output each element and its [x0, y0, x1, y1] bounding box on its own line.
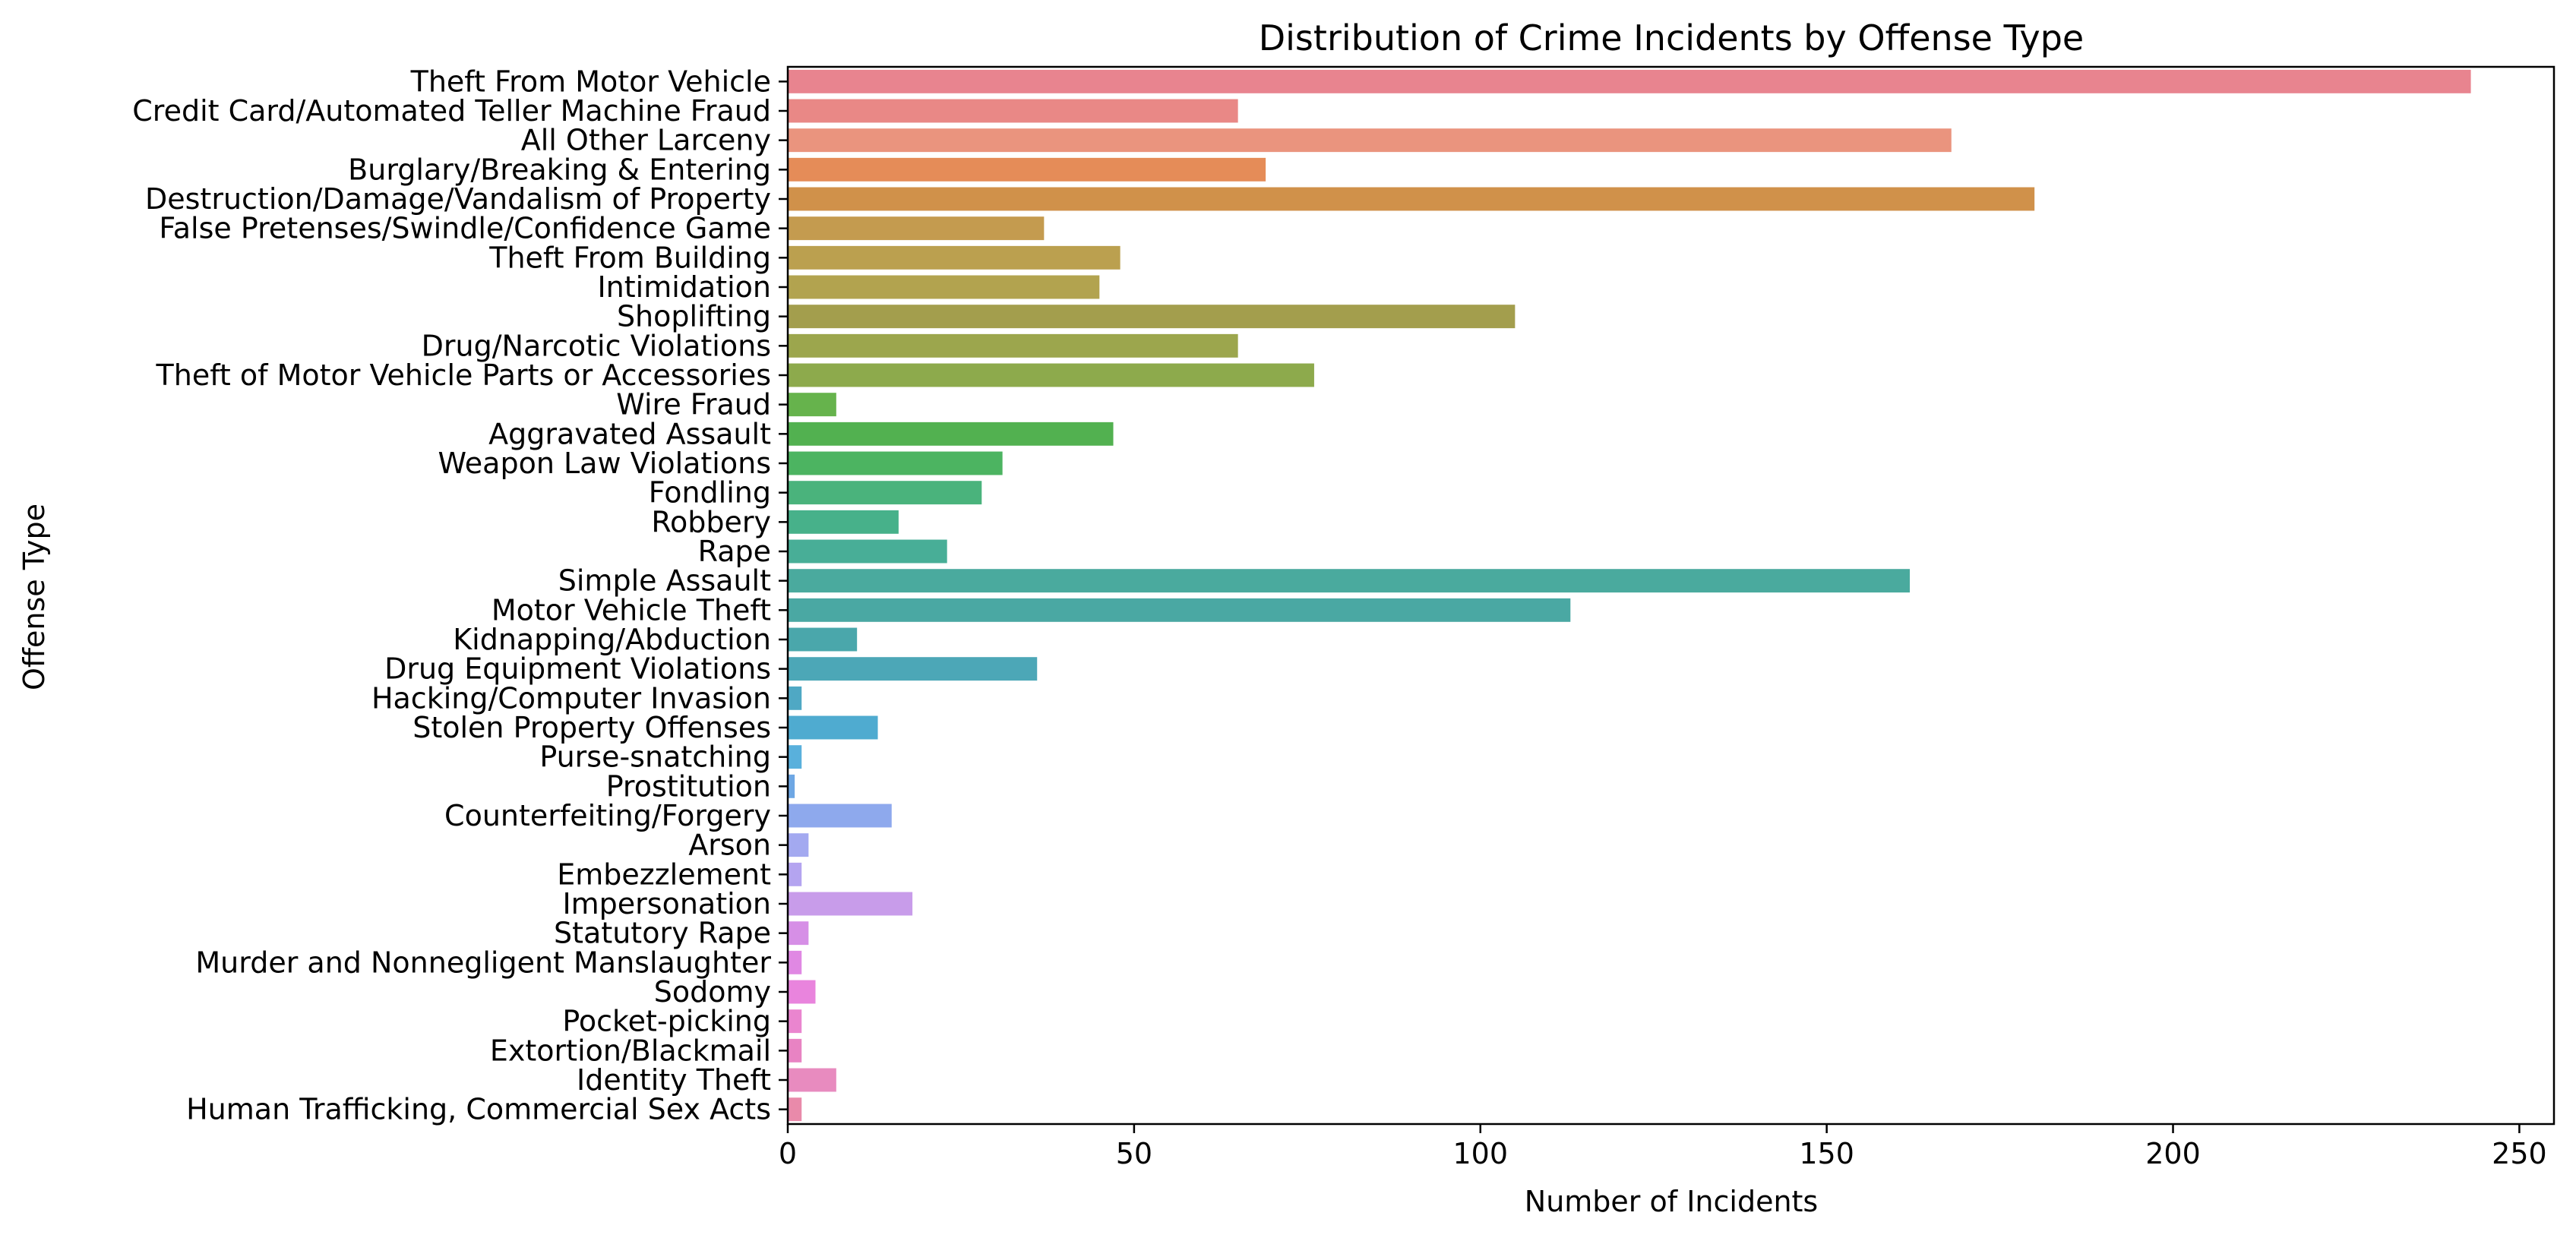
x-tick-label-2: 100 — [1452, 1137, 1508, 1170]
bar-18 — [788, 598, 1571, 622]
bar-28 — [788, 892, 913, 916]
y-tick-label-2: All Other Larceny — [521, 124, 771, 157]
y-tick-label-25: Counterfeiting/Forgery — [444, 799, 771, 832]
y-tick-label-8: Shoplifting — [617, 300, 771, 333]
bar-29 — [788, 921, 809, 946]
x-tick-label-4: 200 — [2145, 1137, 2201, 1170]
bar-24 — [788, 774, 795, 798]
y-tick-label-13: Weapon Law Violations — [438, 447, 771, 480]
y-tick-label-23: Purse-snatching — [539, 740, 771, 774]
y-tick-label-1: Credit Card/Automated Teller Machine Fra… — [132, 94, 771, 128]
y-tick-label-28: Impersonation — [562, 887, 771, 920]
y-tick-label-5: False Pretenses/Swindle/Confidence Game — [159, 212, 771, 245]
y-tick-label-33: Extortion/Blackmail — [490, 1034, 771, 1067]
bar-22 — [788, 715, 878, 740]
bar-21 — [788, 686, 802, 710]
y-tick-label-18: Motor Vehicle Theft — [491, 593, 771, 627]
bar-15 — [788, 510, 899, 534]
bar-10 — [788, 363, 1314, 387]
bar-14 — [788, 481, 982, 505]
y-tick-label-32: Pocket-picking — [562, 1005, 771, 1038]
x-tick-label-0: 0 — [779, 1137, 797, 1170]
bar-3 — [788, 157, 1266, 182]
y-tick-label-20: Drug Equipment Violations — [384, 652, 771, 686]
bar-4 — [788, 187, 2035, 211]
y-tick-label-12: Aggravated Assault — [488, 417, 771, 450]
y-tick-label-34: Identity Theft — [577, 1063, 771, 1097]
bar-35 — [788, 1097, 802, 1122]
bar-33 — [788, 1038, 802, 1063]
y-tick-label-16: Rape — [698, 535, 771, 568]
bar-7 — [788, 275, 1100, 299]
y-tick-label-14: Fondling — [649, 476, 771, 510]
y-tick-label-17: Simple Assault — [558, 564, 771, 598]
bar-30 — [788, 950, 802, 974]
y-axis-label: Offense Type — [17, 504, 51, 690]
y-tick-label-21: Hacking/Computer Invasion — [371, 681, 771, 715]
bar-group — [788, 69, 2471, 1122]
bar-26 — [788, 833, 809, 857]
y-tick-label-19: Kidnapping/Abduction — [453, 623, 771, 656]
x-tick-label-3: 150 — [1799, 1137, 1854, 1170]
bar-23 — [788, 745, 802, 769]
x-axis-ticks: 0 50 100 150 200 250 — [779, 1124, 2547, 1170]
chart-title: Distribution of Crime Incidents by Offen… — [1259, 17, 2085, 58]
bar-9 — [788, 333, 1238, 358]
y-tick-label-24: Prostitution — [606, 769, 771, 803]
x-tick-label-5: 250 — [2492, 1137, 2547, 1170]
bar-16 — [788, 539, 947, 564]
bar-13 — [788, 451, 1003, 475]
x-axis-label: Number of Incidents — [1525, 1185, 1818, 1218]
y-tick-label-22: Stolen Property Offenses — [412, 711, 771, 744]
bar-31 — [788, 980, 816, 1004]
bar-27 — [788, 862, 802, 886]
bar-2 — [788, 128, 1952, 153]
y-tick-label-29: Statutory Rape — [554, 917, 771, 950]
bar-5 — [788, 216, 1045, 241]
y-tick-label-27: Embezzlement — [557, 857, 771, 891]
bar-25 — [788, 804, 892, 828]
bar-0 — [788, 69, 2471, 93]
x-tick-label-1: 50 — [1116, 1137, 1152, 1170]
y-tick-label-3: Burglary/Breaking & Entering — [348, 153, 771, 186]
bar-20 — [788, 657, 1038, 681]
y-tick-label-0: Theft From Motor Vehicle — [410, 65, 771, 98]
y-tick-label-15: Robbery — [651, 505, 771, 538]
bar-1 — [788, 99, 1238, 123]
y-tick-label-10: Theft of Motor Vehicle Parts or Accessor… — [156, 358, 771, 392]
bar-8 — [788, 305, 1516, 329]
bar-12 — [788, 422, 1114, 446]
bar-34 — [788, 1068, 836, 1092]
y-tick-label-11: Wire Fraud — [616, 388, 771, 422]
bar-11 — [788, 393, 836, 417]
y-tick-label-30: Murder and Nonnegligent Manslaughter — [195, 946, 771, 979]
bar-32 — [788, 1009, 802, 1034]
y-tick-label-4: Destruction/Damage/Vandalism of Property — [145, 182, 771, 216]
y-tick-label-31: Sodomy — [654, 975, 771, 1009]
y-tick-label-35: Human Trafficking, Commercial Sex Acts — [186, 1093, 771, 1126]
bar-19 — [788, 627, 858, 652]
y-tick-label-6: Theft From Building — [488, 241, 771, 274]
y-tick-label-9: Drug/Narcotic Violations — [422, 329, 771, 362]
bar-17 — [788, 569, 1911, 593]
bar-6 — [788, 245, 1120, 270]
plot-frame — [786, 65, 2555, 1126]
y-tick-label-7: Intimidation — [597, 270, 771, 304]
y-tick-label-26: Arson — [688, 829, 771, 862]
